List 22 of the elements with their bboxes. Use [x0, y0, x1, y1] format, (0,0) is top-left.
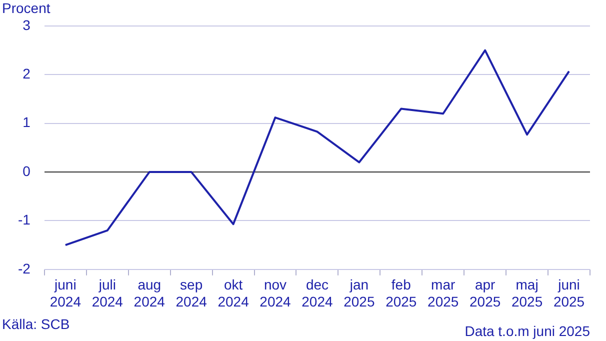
x-tick-label: sep 2024	[176, 276, 208, 310]
x-tick-label: maj 2025	[511, 276, 543, 310]
x-tick-label: juni 2024	[50, 276, 82, 310]
x-tick-label: juni 2025	[553, 276, 585, 310]
text: Källa: SCB	[2, 316, 70, 332]
y-tick-label: -1	[18, 212, 31, 228]
x-tick-label: dec 2024	[302, 276, 334, 310]
y-tick-label: -2	[18, 260, 31, 276]
x-tick-label: apr 2025	[470, 276, 501, 310]
y-tick-label: 1	[22, 114, 31, 130]
x-tick-label: feb 2025	[386, 276, 417, 310]
x-tick-label: mar 2025	[428, 276, 459, 310]
y-tick-label: 0	[22, 162, 31, 179]
x-tick-label: nov 2024	[260, 276, 292, 310]
x-tick-label: jan 2025	[344, 276, 375, 310]
text: Data t.o.m juni 2025	[464, 322, 590, 339]
x-tick-label: okt 2024	[218, 276, 250, 310]
x-tick-label: aug 2024	[134, 276, 166, 310]
y-tick-label: 3	[22, 16, 31, 33]
y-tick-label: 2	[22, 66, 31, 82]
x-tick-label: juli 2024	[92, 276, 124, 310]
y-axis-title: Procent	[2, 0, 50, 16]
